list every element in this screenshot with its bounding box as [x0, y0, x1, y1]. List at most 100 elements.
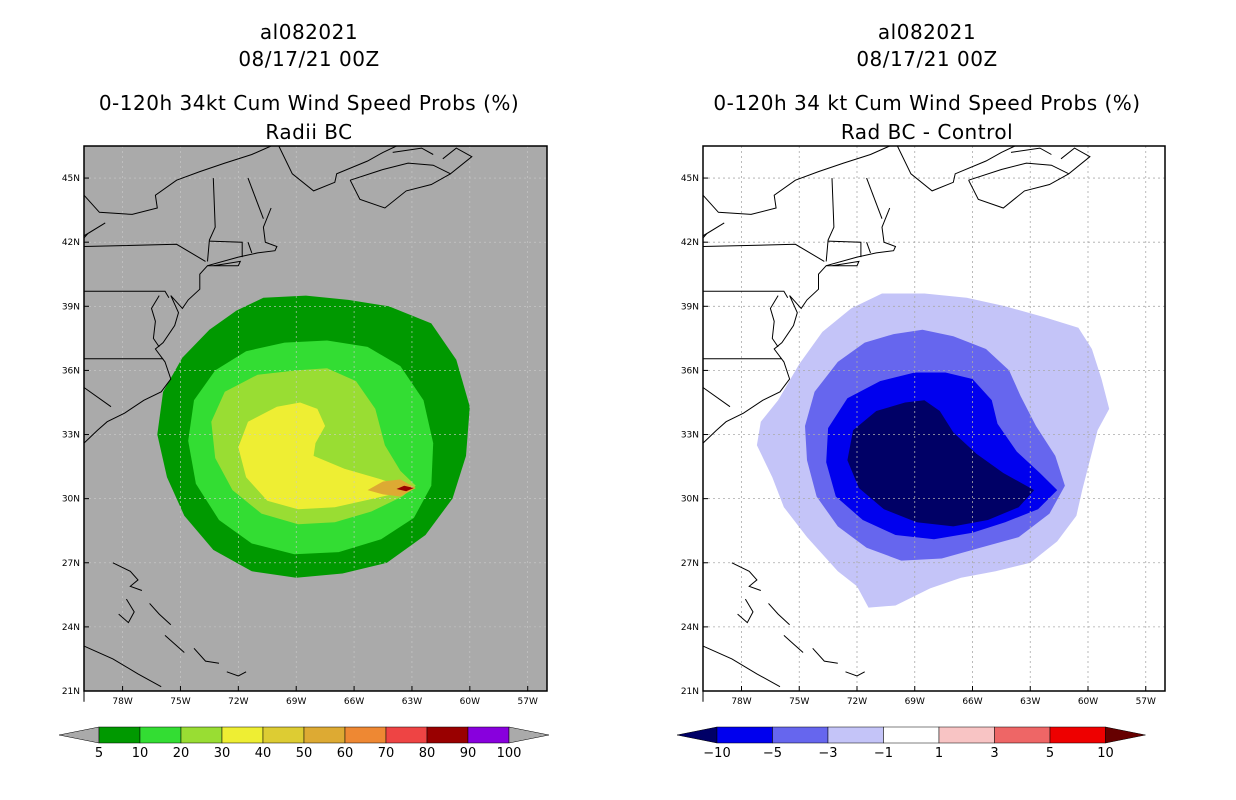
colorbar-segment: [883, 726, 940, 744]
coastline: [845, 671, 865, 677]
coastline: [83, 243, 206, 262]
coastline: [193, 647, 220, 664]
right-chart-subtitle: Rad BC - Control: [840, 120, 1014, 144]
coastline: [247, 242, 253, 254]
coastline: [769, 295, 779, 348]
coastline: [703, 290, 789, 298]
colorbar-segment: [303, 726, 346, 744]
coastline: [812, 647, 838, 664]
coastline: [226, 671, 247, 677]
colorbar-label: 10: [132, 746, 149, 761]
coastline: [702, 387, 731, 408]
colorbar-label: 100: [497, 746, 522, 761]
lat-tick-label: 30N: [62, 495, 80, 505]
lat-tick-label: 24N: [62, 623, 80, 633]
coastline: [731, 562, 761, 591]
left-map-panel: 45N 42N 39N 36N 33N 30N 27N 24N 21N 78W 75W 72W 69W 6…: [62, 145, 548, 707]
lat-tick-label: 39N: [681, 302, 699, 312]
lon-tick-label: 69W: [286, 697, 306, 707]
lat-tick-label: 36N: [681, 366, 699, 376]
colorbar-label: 40: [255, 746, 272, 761]
colorbar-segment: [180, 726, 223, 744]
colorbar-label: 90: [460, 746, 477, 761]
map-frame: [702, 145, 1166, 692]
coastline: [737, 598, 754, 624]
colorbar-label: 30: [214, 746, 231, 761]
lon-tick-label: 78W: [112, 697, 132, 707]
contour-level-80: [396, 485, 414, 492]
coastline: [207, 178, 216, 262]
coastline: [83, 222, 106, 239]
coastline: [866, 177, 883, 219]
colorbar-segment: [1049, 726, 1106, 744]
colorbar-over-arrow: [1105, 726, 1146, 744]
colorbar-segment: [827, 726, 884, 744]
coastline: [828, 240, 862, 258]
right-colorbar: −10 −5 −3 −1 1 3 5 10: [676, 726, 1146, 761]
colorbar-label: −1: [874, 746, 893, 761]
colorbar-over-arrow: [508, 726, 550, 744]
lon-tick-label: 60W: [460, 697, 480, 707]
lat-tick-label: 27N: [62, 559, 80, 569]
colorbar-label: 5: [1046, 746, 1054, 761]
lon-tick-label: 66W: [344, 697, 364, 707]
colorbar-segment: [385, 726, 428, 744]
colorbar-label: 50: [296, 746, 313, 761]
colorbar-segment: [98, 726, 141, 744]
coastline: [149, 603, 172, 626]
lon-tick-label: 75W: [170, 697, 190, 707]
lat-tick-label: 21N: [62, 687, 80, 697]
lat-tick-label: 33N: [62, 431, 80, 441]
lat-tick-label: 39N: [62, 302, 80, 312]
coastline: [768, 603, 790, 626]
lat-tick-label: 42N: [62, 238, 80, 248]
colorbar-segment: [221, 726, 264, 744]
colorbar-segment: [467, 726, 510, 744]
colorbar-segment: [139, 726, 182, 744]
coastline: [825, 178, 835, 262]
contour-level-neg10: [847, 400, 1035, 527]
lon-tick-label: 69W: [905, 697, 925, 707]
right-map-panel: 45N 42N 39N 36N 33N 30N 27N 24N 21N 78W 75W 72W 69W 6…: [681, 145, 1166, 707]
coastline: [278, 145, 397, 192]
coastline: [349, 173, 451, 209]
colorbar-label: −10: [703, 746, 730, 761]
colorbar-label: 80: [419, 746, 436, 761]
lat-tick-label: 21N: [681, 687, 699, 697]
coastline: [150, 295, 160, 348]
lon-tick-label: 66W: [962, 697, 982, 707]
colorbar-label: 5: [95, 746, 103, 761]
contour-level-60: [367, 479, 416, 497]
lon-tick-label: 63W: [1020, 697, 1040, 707]
left-storm-id: al082021: [259, 20, 359, 44]
lat-tick-label: 45N: [62, 174, 80, 184]
colorbar-segment: [716, 726, 773, 744]
coastline: [209, 240, 243, 258]
coastline: [1010, 147, 1052, 155]
colorbar-segment: [426, 726, 469, 744]
colorbar-segment: [772, 726, 829, 744]
lon-tick-label: 72W: [847, 697, 867, 707]
colorbar-label: 1: [935, 746, 943, 761]
colorbar-label: 70: [378, 746, 395, 761]
coastline: [702, 145, 890, 215]
colorbar-under-arrow: [58, 726, 100, 744]
left-colorbar: 5 10 20 30 40 50 60 70 80 90 100: [58, 726, 550, 761]
colorbar-segment: [938, 726, 995, 744]
lat-tick-label: 24N: [681, 623, 699, 633]
lon-tick-label: 72W: [228, 697, 248, 707]
coastline: [350, 147, 473, 181]
colorbar-label: −3: [818, 746, 837, 761]
colorbar-segment: [344, 726, 387, 744]
colorbar-label: 60: [337, 746, 354, 761]
colorbar-label: 3: [990, 746, 998, 761]
coastline: [118, 598, 135, 624]
right-datetime: 08/17/21 00Z: [856, 47, 998, 71]
coastline: [164, 635, 185, 653]
coastline: [826, 260, 860, 267]
colorbar-label: −5: [763, 746, 782, 761]
lon-tick-label: 57W: [1136, 697, 1156, 707]
lon-tick-label: 57W: [518, 697, 538, 707]
coastline: [83, 645, 162, 688]
